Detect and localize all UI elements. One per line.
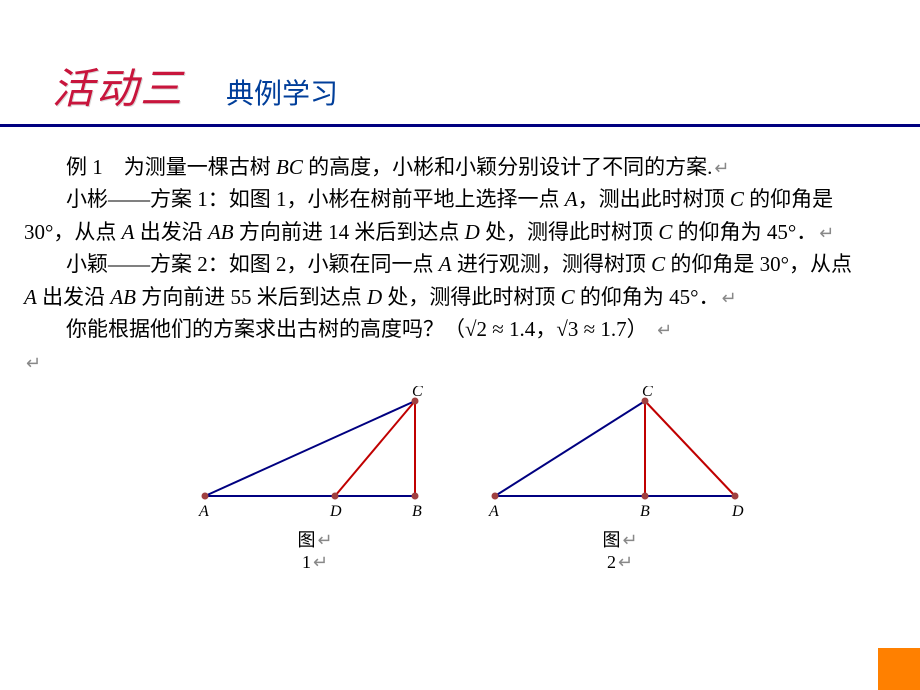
t2v2: C [730,187,744,211]
figure-2-svg: A B D C [475,386,765,526]
t4v: A [439,252,452,276]
node-B [412,493,419,500]
m5: ↵ [722,288,737,308]
m1: ↵ [714,158,729,178]
title-row: 活动三 典例学习 [52,55,338,116]
label-C1: C [412,386,423,400]
line-DC2 [645,401,735,496]
t5v3: D [367,285,382,309]
t6b: ） [627,317,638,341]
t4v2: C [651,252,665,276]
t3d: 处，测得此时树顶 [480,220,659,244]
node-A [202,493,209,500]
corner-accent [878,648,920,690]
sqrt3: √3 ≈ 1.7 [556,317,626,341]
t3v3: D [465,220,480,244]
t6a: 你能根据他们的方案求出古树的高度吗？（ [66,317,465,341]
node-D2 [732,493,739,500]
t4c: 的仰角是 30°，从点 [665,252,852,276]
t2b: ，测出此时树顶 [578,187,730,211]
t5b: 方向前进 55 米后到达点 [136,285,367,309]
line-AC2 [495,401,645,496]
t5v2: AB [110,285,136,309]
subtitle: 典例学习 [226,72,338,112]
node-D [332,493,339,500]
t3c: 方向前进 14 米后到达点 [234,220,465,244]
figure-1-wrap: A D B C 图↵ 1↵ [185,386,445,576]
t5d: 的仰角为 45°． [575,285,720,309]
t3v: A [122,220,135,244]
comma: ， [535,317,556,341]
t3v4: C [658,220,672,244]
label-D2: D [731,503,744,520]
t1b: 的高度，小彬和小颖分别设计了不同的方案. [303,155,713,179]
line-DC [335,401,415,496]
figure-2-wrap: A B D C 图↵ 2↵ [475,386,765,576]
t2a: 小彬——方案 1：如图 1，小彬在树前平地上选择一点 [66,187,565,211]
figure-2-label: 图↵ 2↵ [602,530,637,573]
t4a: 小颖——方案 2：如图 2，小颖在同一点 [66,252,439,276]
figures-row: A D B C 图↵ 1↵ A B D C 图↵ 2↵ [185,386,765,576]
fig1-lb: 1 [302,552,311,572]
activity-title: 活动三 [52,55,184,116]
node-B2 [642,493,649,500]
fig2-la: 图 [602,530,620,550]
t5v4: C [561,285,575,309]
t4b: 进行观测，测得树顶 [452,252,652,276]
divider-line [0,124,920,127]
t2v: A [565,187,578,211]
line-AC [205,401,415,496]
t5v: A [24,285,37,309]
figure-1-label: 图↵ 1↵ [297,530,332,573]
label-B2: B [640,503,650,520]
m6: ↵ [639,320,672,340]
t1v: BC [276,155,303,179]
t3e: 的仰角为 45°． [672,220,817,244]
problem-text: 例 1 为测量一棵古树 BC 的高度，小彬和小颖分别设计了不同的方案.↵ 小彬—… [24,152,899,379]
m3: ↵ [819,223,834,243]
t2c: 的仰角是 [744,187,833,211]
label-D1: D [329,503,342,520]
label-A2: A [488,503,499,520]
t1a: 例 1 为测量一棵古树 [66,155,276,179]
t5c: 处，测得此时树顶 [382,285,561,309]
label-B1: B [412,503,422,520]
t3a: 30°，从点 [24,220,122,244]
label-A1: A [198,503,209,520]
t3v2: AB [208,220,234,244]
t3b: 出发沿 [134,220,208,244]
label-C2: C [642,386,653,400]
t5a: 出发沿 [37,285,111,309]
sqrt2: √2 ≈ 1.4 [465,317,535,341]
m7: ↵ [26,353,41,373]
figure-1-svg: A D B C [185,386,445,526]
fig1-la: 图 [297,530,315,550]
node-A2 [492,493,499,500]
fig2-lb: 2 [607,552,616,572]
